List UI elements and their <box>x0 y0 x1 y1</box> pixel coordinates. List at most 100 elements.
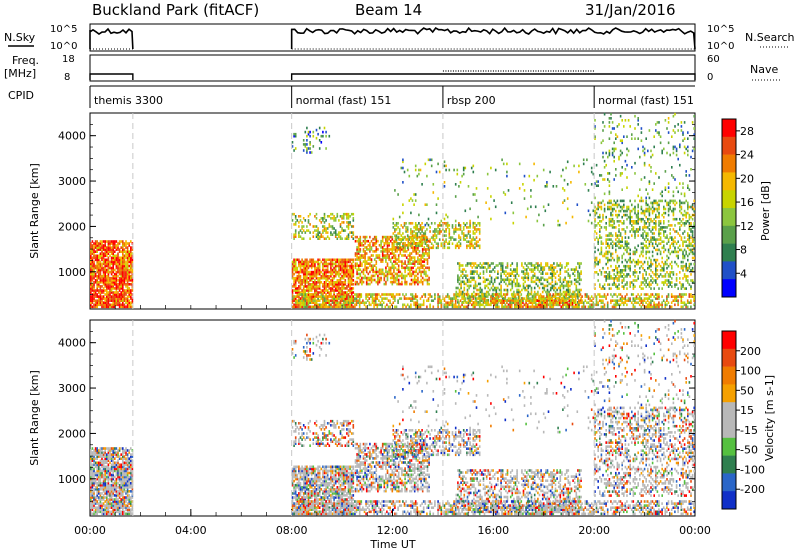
power-echo-cell <box>375 262 378 265</box>
power-echo-cell <box>414 305 417 309</box>
power-echo-cell <box>597 201 599 205</box>
power-echo-cell <box>640 217 643 221</box>
power-echo-cell <box>358 303 361 307</box>
power-echo-cell <box>407 248 410 251</box>
power-echo-cell <box>643 220 646 223</box>
power-echo-cell <box>473 276 475 280</box>
power-echo-cell <box>635 279 638 282</box>
power-echo-cell <box>306 297 308 300</box>
power-echo-cell <box>99 295 102 298</box>
power-echo-cell <box>309 276 311 280</box>
power-echo-cell <box>553 270 555 273</box>
power-echo-cell <box>110 285 113 288</box>
power-echo-cell <box>490 280 493 284</box>
power-echo-cell <box>530 268 533 271</box>
power-echo-cell <box>96 287 98 290</box>
power-echo-cell <box>621 281 623 284</box>
power-echo-cell <box>386 248 389 251</box>
power-echo-cell <box>386 303 388 307</box>
power-echo-cell <box>401 266 403 270</box>
power-echo-cell <box>130 256 132 260</box>
power-echo-cell <box>350 231 353 234</box>
power-echo-cell <box>458 301 460 304</box>
power-echo-cell <box>388 268 390 272</box>
power-echo-cell <box>541 286 544 290</box>
power-echo-cell <box>101 285 103 288</box>
power-echo-cell <box>104 276 106 280</box>
power-echo-cell <box>357 252 360 255</box>
power-echo-cell <box>637 228 639 231</box>
power-echo-cell <box>615 213 617 217</box>
power-echo-cell <box>372 268 374 272</box>
power-echo-cell <box>545 272 547 275</box>
power-echo-cell <box>312 287 315 290</box>
power-echo-cell <box>318 287 321 290</box>
power-echo-cell <box>623 220 625 223</box>
power-echo-cell <box>320 289 323 292</box>
power-echo-cell <box>385 248 387 251</box>
power-echo-cell <box>339 231 342 234</box>
power-echo-cell <box>106 274 108 278</box>
power-echo-cell <box>471 262 474 265</box>
power-echo-cell <box>350 262 353 266</box>
power-echo-cell <box>504 297 507 300</box>
freq-unit: [MHz] <box>4 67 36 80</box>
power-echo-cell <box>490 303 492 307</box>
power-echo-cell <box>470 303 473 307</box>
power-echo-cell <box>616 301 619 304</box>
power-echo-cell <box>339 281 342 284</box>
power-echo-cell <box>359 268 362 272</box>
power-echo-cell <box>333 305 335 309</box>
power-echo-cell <box>338 279 340 282</box>
power-echo-cell <box>690 305 692 309</box>
power-echo-cell <box>539 301 542 304</box>
power-echo-cell <box>615 203 617 207</box>
power-echo-cell <box>107 264 110 268</box>
power-echo-cell <box>489 266 491 269</box>
power-echo-cell <box>597 248 599 252</box>
power-echo-cell <box>616 234 619 237</box>
power-echo-cell <box>421 295 423 298</box>
power-echo-cell <box>314 291 316 294</box>
power-echo-cell <box>437 244 439 248</box>
power-echo-cell <box>545 278 547 282</box>
power-echo-cell <box>626 246 628 250</box>
power-echo-cell <box>339 225 342 228</box>
power-echo-cell <box>635 295 638 298</box>
power-echo-cell <box>399 282 402 286</box>
power-echo-cell <box>409 244 411 247</box>
power-echo-cell <box>93 293 95 296</box>
power-echo-cell <box>301 221 303 224</box>
power-echo-cell <box>570 282 573 286</box>
power-echo-cell <box>342 303 345 307</box>
power-echo-cell <box>304 260 307 264</box>
power-echo-cell <box>346 266 348 270</box>
power-echo-cell <box>469 262 472 265</box>
power-echo-cell <box>469 301 471 304</box>
power-echo-cell <box>470 242 473 245</box>
power-echo-cell <box>602 305 604 309</box>
power-echo-cell <box>379 301 382 304</box>
power-echo-cell <box>330 289 332 292</box>
power-echo-cell <box>312 295 315 298</box>
power-echo-cell <box>96 264 98 268</box>
power-echo-cell <box>417 258 419 261</box>
power-echo-cell <box>296 289 299 292</box>
power-echo-cell <box>369 250 371 253</box>
power-echo-cell <box>530 276 533 280</box>
power-echo-cell <box>326 291 329 294</box>
power-echo-cell <box>565 296 568 300</box>
power-echo-cell <box>317 262 319 266</box>
power-echo-cell <box>553 274 555 277</box>
power-echo-cell <box>330 305 332 309</box>
power-echo-cell <box>123 242 126 245</box>
power-echo-cell <box>318 281 321 284</box>
power-echo-cell <box>599 260 601 264</box>
power-echo-cell <box>564 296 566 300</box>
power-echo-cell <box>110 270 113 274</box>
power-echo-cell <box>606 305 609 309</box>
power-echo-cell <box>326 297 329 300</box>
power-cells <box>90 112 695 309</box>
power-echo-cell <box>618 203 620 207</box>
power-echo-cell <box>410 268 413 272</box>
